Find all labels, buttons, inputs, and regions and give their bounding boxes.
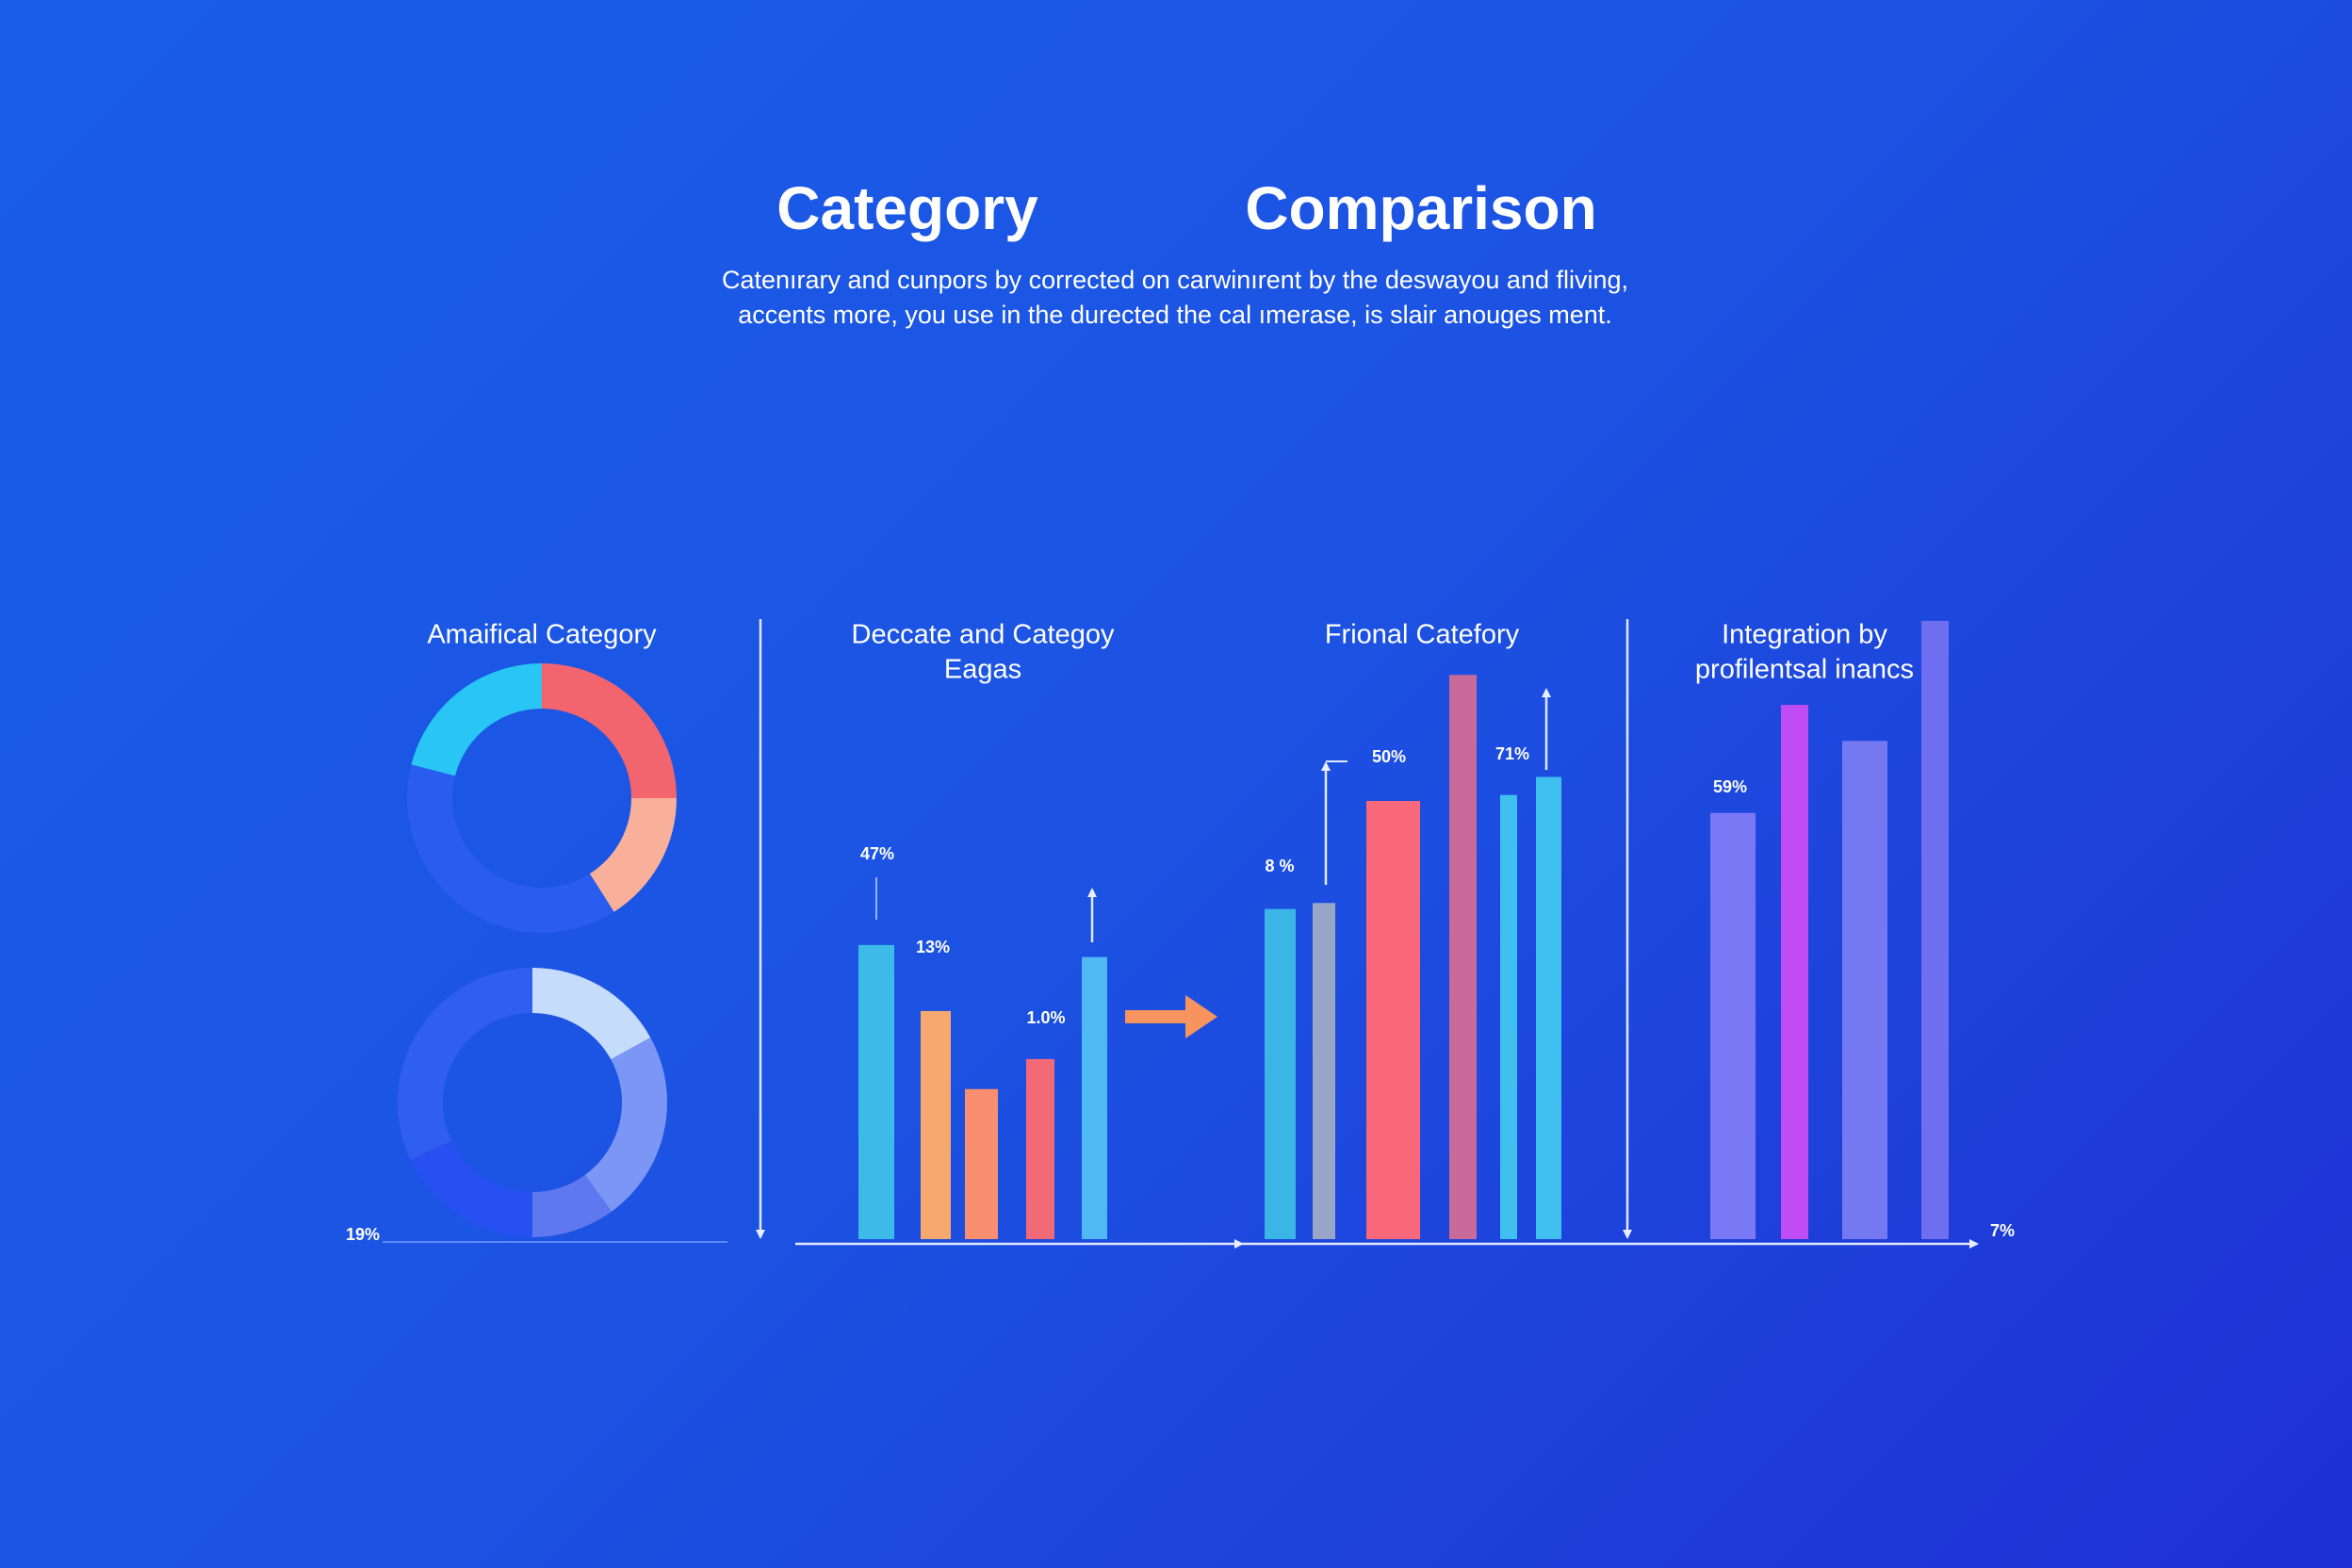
bar: [1536, 776, 1561, 1239]
annotation: 8 %: [1265, 857, 1294, 875]
title-word: Comparison: [1245, 174, 1596, 242]
panel-title: Deccate and Categoy: [852, 620, 1115, 650]
bar: [1366, 800, 1420, 1239]
bar: [1449, 675, 1477, 1239]
panel-title: Eagas: [944, 655, 1021, 685]
annotation: 59%: [1713, 777, 1747, 796]
donut-segment: [398, 968, 532, 1160]
orange-arrow: [1125, 995, 1217, 1038]
title-word: Category: [776, 174, 1038, 242]
donut-segment: [584, 1037, 668, 1212]
donut-segment: [542, 663, 677, 798]
subtitle-line: accents more, you use in the durected th…: [738, 301, 1611, 329]
bar: [1710, 812, 1756, 1239]
annotation: 7%: [1990, 1221, 2015, 1240]
bar: [1842, 741, 1887, 1239]
annotation: 1.0%: [1026, 1008, 1065, 1027]
annotation: 47%: [860, 844, 894, 863]
bar: [1781, 705, 1808, 1239]
bar: [1500, 794, 1517, 1239]
donut-segment: [532, 1174, 612, 1237]
subtitle-line: Catenırary and cunpors by corrected on c…: [722, 266, 1628, 294]
donut-segment: [410, 1140, 532, 1237]
annotation: 71%: [1495, 744, 1529, 763]
panel-title: Integration by: [1722, 620, 1887, 650]
panel-title: profilentsal inancs: [1695, 655, 1914, 685]
annotation: 13%: [916, 938, 950, 956]
bar: [965, 1088, 998, 1239]
bar: [1921, 620, 1949, 1239]
bar: [1082, 956, 1107, 1239]
donut-segment: [407, 764, 614, 933]
annotation: 50%: [1372, 747, 1406, 766]
bar: [1026, 1058, 1054, 1239]
bar: [1313, 903, 1335, 1239]
panel-title: Amaifical Category: [427, 620, 657, 650]
donut-segment: [532, 968, 651, 1060]
panel-title: Frional Catefory: [1325, 620, 1520, 650]
donut-segment: [411, 663, 542, 776]
bar: [858, 944, 894, 1239]
bar: [1265, 908, 1296, 1239]
annotation: 19%: [346, 1225, 380, 1244]
bar: [921, 1010, 951, 1239]
donut-segment: [589, 798, 677, 912]
